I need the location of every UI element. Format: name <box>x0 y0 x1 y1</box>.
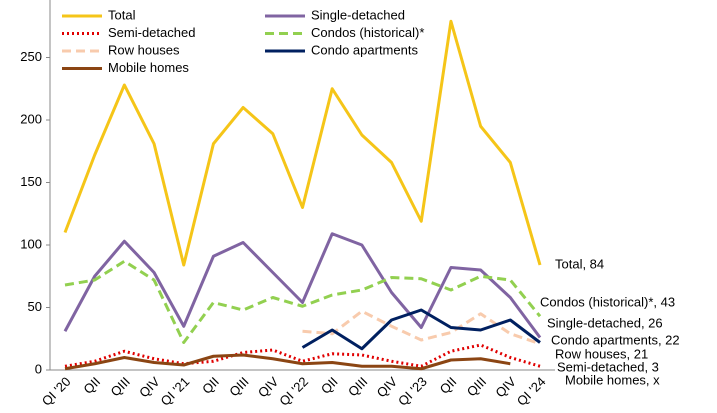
x-tick-label: QII <box>318 374 341 397</box>
series-line <box>302 309 541 346</box>
x-tick-label: QII <box>437 374 460 397</box>
x-tick-label: QII <box>80 374 103 397</box>
x-tick-label: QIII <box>345 374 370 399</box>
x-tick-label: QIII <box>226 374 251 399</box>
series-line <box>64 353 511 371</box>
x-tick-label: QIII <box>464 374 489 399</box>
x-tick-label: QIII <box>108 374 133 399</box>
series-line <box>63 232 542 339</box>
series-line <box>301 308 541 351</box>
x-tick-label: QI '20 <box>39 374 74 409</box>
legend-label: Mobile homes <box>108 60 189 75</box>
y-tick-label: 300 <box>20 0 42 1</box>
x-tick-label: QII <box>199 374 222 397</box>
end-label: Mobile homes, x <box>565 372 660 387</box>
legend-label: Total <box>108 7 136 22</box>
series-line <box>64 259 542 344</box>
y-tick-label: 150 <box>20 174 42 189</box>
y-tick-label: 100 <box>20 236 42 251</box>
end-label: Single-detached, 26 <box>547 315 663 330</box>
legend-label: Row houses <box>108 42 180 57</box>
series-line <box>64 343 541 368</box>
end-label: Total, 84 <box>555 256 604 271</box>
end-label: Row houses, 21 <box>555 346 648 361</box>
x-tick-label: QI '24 <box>514 374 549 409</box>
x-tick-label: QI '21 <box>157 374 192 409</box>
end-label: Semi-detached, 3 <box>557 359 659 374</box>
y-tick-label: 200 <box>20 111 42 126</box>
end-label: Condo apartments, 22 <box>551 332 680 347</box>
legend-label: Condos (historical)* <box>311 25 424 40</box>
x-tick-label: QI '23 <box>395 374 430 409</box>
legend-label: Semi-detached <box>108 25 195 40</box>
y-tick-label: 0 <box>35 361 42 376</box>
series-line <box>63 19 542 267</box>
x-tick-label: QI '22 <box>276 374 311 409</box>
end-label: Condos (historical)*, 43 <box>540 294 675 309</box>
legend-label: Condo apartments <box>311 42 418 57</box>
y-tick-label: 50 <box>28 299 42 314</box>
legend-label: Single-detached <box>311 7 405 22</box>
y-tick-label: 250 <box>20 49 42 64</box>
